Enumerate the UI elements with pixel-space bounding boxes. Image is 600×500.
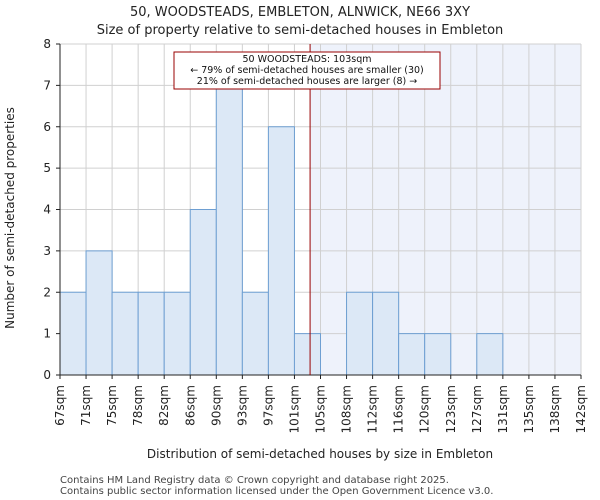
x-axis-label: Distribution of semi-detached houses by … xyxy=(147,447,493,461)
bar-78sqm xyxy=(137,291,165,376)
x-tick-label-131sqm: 131sqm xyxy=(496,385,510,433)
annotation-line2: ← 79% of semi-detached houses are smalle… xyxy=(190,65,424,76)
annotation-line3: 21% of semi-detached houses are larger (… xyxy=(197,76,417,87)
footer-line1: Contains HM Land Registry data © Crown c… xyxy=(60,475,449,486)
bar-93sqm xyxy=(241,291,269,376)
x-tick-label-90sqm: 90sqm xyxy=(209,385,223,426)
x-tick-label-142sqm: 142sqm xyxy=(574,385,588,433)
x-tick-label-78sqm: 78sqm xyxy=(131,385,145,426)
x-tick-label-108sqm: 108sqm xyxy=(340,385,354,433)
y-axis-label: Number of semi-detached properties xyxy=(3,107,17,329)
y-tick-label-0: 0 xyxy=(43,368,51,382)
x-tick-label-67sqm: 67sqm xyxy=(53,385,67,426)
y-tick-label-1: 1 xyxy=(43,327,51,341)
footer-line2: Contains public sector information licen… xyxy=(60,486,493,497)
bar-90sqm xyxy=(215,84,243,376)
bar-101sqm xyxy=(293,333,322,376)
x-tick-label-116sqm: 116sqm xyxy=(392,385,406,433)
x-tick-label-82sqm: 82sqm xyxy=(157,385,171,426)
y-tick-label-3: 3 xyxy=(43,244,51,258)
bar-71sqm xyxy=(85,250,113,376)
x-tick-label-123sqm: 123sqm xyxy=(444,385,458,433)
y-tick-label-2: 2 xyxy=(43,285,51,299)
bar-120sqm xyxy=(424,333,452,376)
x-tick-label-135sqm: 135sqm xyxy=(522,385,536,433)
x-tick-label-71sqm: 71sqm xyxy=(79,385,93,426)
annotation-box xyxy=(173,51,441,90)
bar-108sqm xyxy=(346,291,374,376)
y-tick-label-8: 8 xyxy=(43,37,51,51)
plot-area: 0 1 2 3 4 5 6 7 8 67sqm 71sqm 75sqm 78sqm 82sqm 86sqm 9… xyxy=(43,37,588,433)
y-tick-label-4: 4 xyxy=(43,203,51,217)
y-tick-label-6: 6 xyxy=(43,120,51,134)
bar-116sqm xyxy=(398,333,426,376)
bar-97sqm xyxy=(267,126,295,376)
y-tick-label-5: 5 xyxy=(43,161,51,175)
x-tick-label-97sqm: 97sqm xyxy=(261,385,275,426)
x-tick-label-127sqm: 127sqm xyxy=(470,385,484,433)
annotation-line1: 50 WOODSTEADS: 103sqm xyxy=(242,54,371,65)
bar-112sqm xyxy=(372,291,400,376)
x-tick-label-75sqm: 75sqm xyxy=(105,385,119,426)
chart-title-line1: 50, WOODSTEADS, EMBLETON, ALNWICK, NE66 … xyxy=(130,5,470,20)
bar-86sqm xyxy=(189,209,217,376)
y-tick-label-7: 7 xyxy=(43,78,51,92)
bar-75sqm xyxy=(111,291,139,376)
x-tick-label-120sqm: 120sqm xyxy=(418,385,432,433)
bar-82sqm xyxy=(163,291,191,376)
chart-title-line2: Size of property relative to semi-detach… xyxy=(97,23,504,38)
x-tick-label-112sqm: 112sqm xyxy=(366,385,380,433)
x-tick-label-86sqm: 86sqm xyxy=(183,385,197,426)
x-tick-label-138sqm: 138sqm xyxy=(548,385,562,433)
x-tick-label-101sqm: 101sqm xyxy=(287,385,301,433)
bar-127sqm xyxy=(476,333,504,376)
x-tick-label-105sqm: 105sqm xyxy=(314,385,328,433)
x-tick-label-93sqm: 93sqm xyxy=(235,385,249,426)
bar-67sqm xyxy=(59,291,87,376)
